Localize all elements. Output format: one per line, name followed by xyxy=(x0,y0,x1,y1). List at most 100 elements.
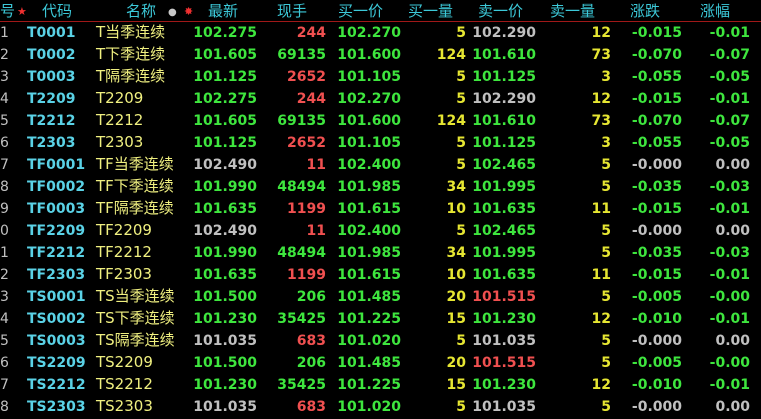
table-row[interactable]: 1 TF2212 TF2212 101.990 48494 101.985 34 101.99… xyxy=(0,242,761,264)
table-row[interactable]: 6 TS2209 TS2209 101.500 206 101.485 20 101.515 5… xyxy=(0,352,761,374)
contract-code: TF2303 xyxy=(27,267,86,283)
bid-price: 101.600 xyxy=(337,113,401,129)
col-header-change-pct[interactable]: 涨幅 xyxy=(700,2,731,20)
table-row[interactable]: 5 TS0003 TS隔季连续 101.035 683 101.020 5 101.035 5 -… xyxy=(0,330,761,352)
current-volume: 2652 xyxy=(287,135,326,151)
ask-price: 101.610 xyxy=(472,113,536,129)
current-volume: 69135 xyxy=(277,47,326,63)
contract-code: TF0001 xyxy=(27,157,86,173)
table-row[interactable]: 2 TF2303 TF2303 101.635 1199 101.615 10 101.635… xyxy=(0,264,761,286)
ask-volume: 73 xyxy=(591,113,611,129)
table-row[interactable]: 2 T0002 T下季连续 101.605 69135 101.600 124 101.610… xyxy=(0,44,761,66)
last-price: 101.605 xyxy=(193,47,257,63)
bid-volume: 5 xyxy=(456,135,466,151)
ask-price: 101.995 xyxy=(472,179,536,195)
bid-price: 102.270 xyxy=(337,25,401,41)
contract-code: TF2209 xyxy=(27,223,86,239)
col-header-code[interactable]: 代码 xyxy=(42,2,73,20)
change-percent: -0.01 xyxy=(709,201,750,217)
col-header-volume[interactable]: 现手 xyxy=(277,2,308,20)
table-row[interactable]: 4 T2209 T2209 102.275 244 102.270 5 102.290 12 -0… xyxy=(0,88,761,110)
ask-price: 101.635 xyxy=(472,267,536,283)
ask-volume: 3 xyxy=(601,135,611,151)
ask-price: 101.515 xyxy=(472,355,536,371)
current-volume: 2652 xyxy=(287,69,326,85)
ask-volume: 11 xyxy=(591,201,611,217)
current-volume: 683 xyxy=(296,333,326,349)
gear-icon[interactable]: ✸ xyxy=(184,5,194,18)
contract-code: TS2303 xyxy=(27,399,86,415)
contract-code: T0001 xyxy=(27,25,76,41)
circle-icon[interactable]: ● xyxy=(168,7,177,18)
table-row[interactable]: 3 TS0001 TS当季连续 101.500 206 101.485 20 101.515 5… xyxy=(0,286,761,308)
table-row[interactable]: 7 TS2212 TS2212 101.230 35425 101.225 15 101.23… xyxy=(0,374,761,396)
current-volume: 48494 xyxy=(277,245,326,261)
col-header-name[interactable]: 名称 xyxy=(126,2,157,20)
change-percent: -0.07 xyxy=(709,47,750,63)
col-header-ask[interactable]: 卖一价 xyxy=(478,2,524,20)
contract-code: TF2212 xyxy=(27,245,86,261)
table-row[interactable]: 3 T0003 T隔季连续 101.125 2652 101.105 5 101.125 3 -0… xyxy=(0,66,761,88)
ask-volume: 12 xyxy=(591,377,611,393)
contract-name: T隔季连续 xyxy=(96,67,166,85)
current-volume: 48494 xyxy=(277,179,326,195)
bid-price: 101.105 xyxy=(337,69,401,85)
ask-price: 101.635 xyxy=(472,201,536,217)
change-percent: -0.03 xyxy=(709,245,750,261)
bid-price: 101.485 xyxy=(337,355,401,371)
last-price: 101.990 xyxy=(193,245,257,261)
bid-price: 101.020 xyxy=(337,399,401,415)
contract-name: TF下季连续 xyxy=(96,177,174,195)
row-index: 7 xyxy=(0,157,9,173)
table-row[interactable]: 8 TS2303 TS2303 101.035 683 101.020 5 101.035 5 -… xyxy=(0,396,761,418)
price-change: -0.000 xyxy=(631,157,682,173)
row-index: 9 xyxy=(0,201,9,217)
current-volume: 206 xyxy=(296,289,326,305)
col-header-bid[interactable]: 买一价 xyxy=(338,2,384,20)
col-header-last[interactable]: 最新 xyxy=(208,2,239,20)
bid-volume: 10 xyxy=(446,267,466,283)
bid-volume: 124 xyxy=(436,113,466,129)
price-change: -0.015 xyxy=(631,25,682,41)
ask-price: 101.125 xyxy=(472,69,536,85)
current-volume: 1199 xyxy=(287,267,326,283)
col-header-bid-volume[interactable]: 买一量 xyxy=(408,2,454,20)
contract-name: TF当季连续 xyxy=(96,155,174,173)
row-index: 8 xyxy=(0,399,9,415)
table-row[interactable]: 7 TF0001 TF当季连续 102.490 11 102.400 5 102.465 5 -0… xyxy=(0,154,761,176)
table-row[interactable]: 4 TS0002 TS下季连续 101.230 35425 101.225 15 101.23… xyxy=(0,308,761,330)
price-change: -0.035 xyxy=(631,245,682,261)
ask-price: 101.035 xyxy=(472,333,536,349)
col-header-index[interactable]: 号 xyxy=(0,2,16,20)
table-row[interactable]: 8 TF0002 TF下季连续 101.990 48494 101.985 34 101.99… xyxy=(0,176,761,198)
row-index: 8 xyxy=(0,179,9,195)
price-change: -0.010 xyxy=(631,377,682,393)
table-row[interactable]: 6 T2303 T2303 101.125 2652 101.105 5 101.125 3 -0… xyxy=(0,132,761,154)
bid-volume: 5 xyxy=(456,333,466,349)
ask-price: 102.465 xyxy=(472,223,536,239)
row-index: 3 xyxy=(0,69,9,85)
contract-name: TF2303 xyxy=(96,265,152,283)
last-price: 101.635 xyxy=(193,201,257,217)
star-icon[interactable]: ★ xyxy=(17,5,27,18)
table-row[interactable]: 0 TF2209 TF2209 102.490 11 102.400 5 102.465 5 -0… xyxy=(0,220,761,242)
table-row[interactable]: 9 TF0003 TF隔季连续 101.635 1199 101.615 10 101.635… xyxy=(0,198,761,220)
price-change: -0.015 xyxy=(631,91,682,107)
table-row[interactable]: 1 T0001 T当季连续 102.275 244 102.270 5 102.290 12 -0… xyxy=(0,22,761,44)
contract-code: TF0003 xyxy=(27,201,86,217)
price-change: -0.055 xyxy=(631,135,682,151)
contract-code: TS2209 xyxy=(27,355,86,371)
bid-volume: 34 xyxy=(446,179,466,195)
current-volume: 244 xyxy=(296,25,326,41)
price-change: -0.070 xyxy=(631,113,682,129)
ask-volume: 5 xyxy=(601,245,611,261)
bid-price: 101.600 xyxy=(337,47,401,63)
bid-volume: 124 xyxy=(436,47,466,63)
table-row[interactable]: 5 T2212 T2212 101.605 69135 101.600 124 101.610… xyxy=(0,110,761,132)
col-header-ask-volume[interactable]: 卖一量 xyxy=(550,2,596,20)
ask-volume: 5 xyxy=(601,289,611,305)
last-price: 101.635 xyxy=(193,267,257,283)
current-volume: 11 xyxy=(306,223,326,239)
col-header-change[interactable]: 涨跌 xyxy=(630,2,661,20)
ask-volume: 5 xyxy=(601,333,611,349)
